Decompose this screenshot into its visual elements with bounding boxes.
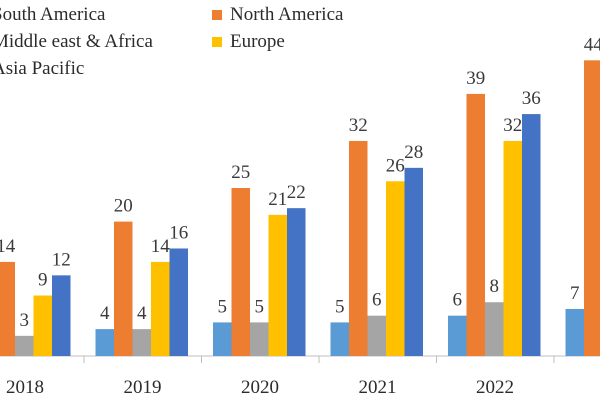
data-label: 12 [52, 249, 71, 270]
bar-asia-pacific-2019 [169, 248, 188, 356]
data-label: 6 [372, 290, 382, 311]
x-tick-label: 2020 [241, 377, 279, 398]
legend-item: Middle east & Africa [0, 31, 153, 53]
bar-north-america-2019 [114, 221, 133, 356]
legend-label: Asia Pacific [0, 58, 85, 79]
bar-middle-east-africa-2022 [485, 302, 504, 356]
data-label: 26 [386, 155, 405, 176]
legend-label: South America [0, 4, 106, 25]
bar-north-america-2021 [349, 140, 368, 356]
data-label: 22 [287, 182, 306, 203]
data-label: 16 [169, 222, 188, 243]
legend-swatch [212, 37, 222, 47]
data-label: 5 [218, 296, 228, 317]
bar-middle-east-africa-2019 [132, 329, 151, 356]
legend-label: Middle east & Africa [0, 31, 153, 52]
data-label: 44 [584, 34, 600, 55]
data-label: 25 [231, 162, 250, 183]
legend-swatch [212, 10, 222, 20]
bar-north-america-2020 [231, 188, 250, 356]
data-label: 28 [404, 142, 423, 163]
bar-south-america-2023 [565, 308, 584, 356]
bar-middle-east-africa-2020 [250, 322, 269, 356]
data-label: 20 [114, 196, 133, 217]
data-label: 5 [335, 296, 345, 317]
bar-asia-pacific-2022 [522, 114, 541, 356]
x-tick-label: 2018 [6, 377, 44, 398]
bar-europe-2018 [33, 295, 52, 356]
bar-europe-2019 [151, 261, 170, 356]
data-label: 9 [38, 270, 48, 291]
data-label: 32 [349, 115, 368, 136]
legend-label: North America [230, 4, 344, 25]
data-label: 14 [151, 236, 171, 257]
data-label: 6 [453, 290, 463, 311]
bar-south-america-2020 [213, 322, 232, 356]
bar-north-america-2023 [584, 60, 600, 356]
bar-europe-2020 [268, 214, 287, 356]
x-tick-label: 2021 [359, 377, 397, 398]
bar-south-america-2022 [448, 315, 467, 356]
legend-label: Europe [230, 31, 285, 52]
data-label: 39 [466, 68, 485, 89]
data-label: 21 [268, 189, 287, 210]
bar-south-america-2019 [95, 329, 114, 356]
legend-item: Asia Pacific [0, 58, 84, 80]
legend-item: North America [212, 4, 343, 26]
bar-asia-pacific-2020 [287, 208, 306, 356]
bar-europe-2021 [386, 181, 405, 356]
data-label: 4 [137, 303, 147, 324]
bar-middle-east-africa-2021 [367, 315, 386, 356]
data-label: 14 [0, 236, 16, 257]
bar-asia-pacific-2021 [404, 167, 423, 356]
bar-middle-east-africa-2018 [15, 335, 34, 356]
x-tick-label: 2019 [124, 377, 162, 398]
legend-item: Europe [212, 31, 285, 53]
data-label: 4 [100, 303, 110, 324]
data-label: 36 [522, 88, 541, 109]
bar-asia-pacific-2018 [52, 275, 71, 356]
data-label: 7 [570, 283, 580, 304]
bar-europe-2022 [503, 140, 522, 356]
bar-north-america-2018 [0, 261, 15, 356]
data-label: 5 [255, 296, 265, 317]
bar-north-america-2022 [466, 93, 485, 357]
bar-south-america-2021 [330, 322, 349, 356]
data-label: 8 [490, 276, 500, 297]
data-label: 3 [20, 310, 30, 331]
legend-item: South America [0, 4, 105, 26]
data-label: 32 [503, 115, 522, 136]
x-tick-label: 2022 [476, 377, 514, 398]
